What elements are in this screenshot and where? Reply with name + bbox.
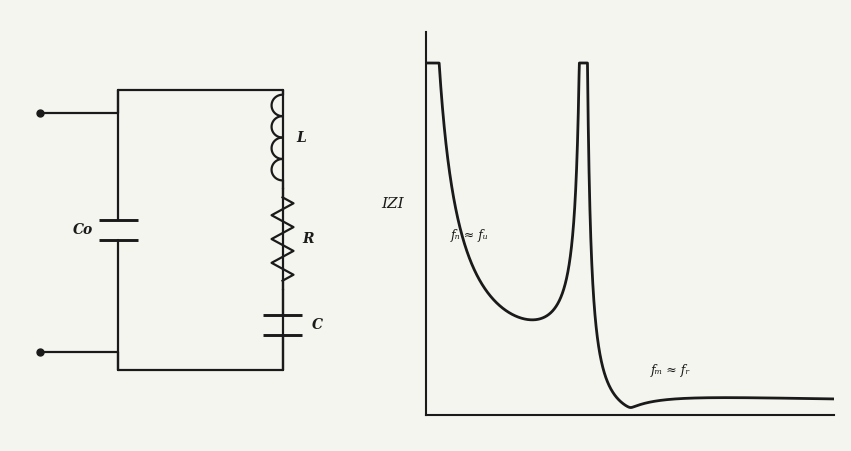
Text: L: L: [296, 130, 306, 145]
Text: Co: Co: [72, 223, 93, 237]
Text: C: C: [312, 318, 323, 332]
Text: fₘ ≈ fᵣ: fₘ ≈ fᵣ: [651, 364, 690, 377]
Text: IZI: IZI: [381, 197, 404, 211]
Text: fₙ ≈ fᵤ: fₙ ≈ fᵤ: [450, 229, 488, 242]
Text: R: R: [302, 232, 314, 246]
